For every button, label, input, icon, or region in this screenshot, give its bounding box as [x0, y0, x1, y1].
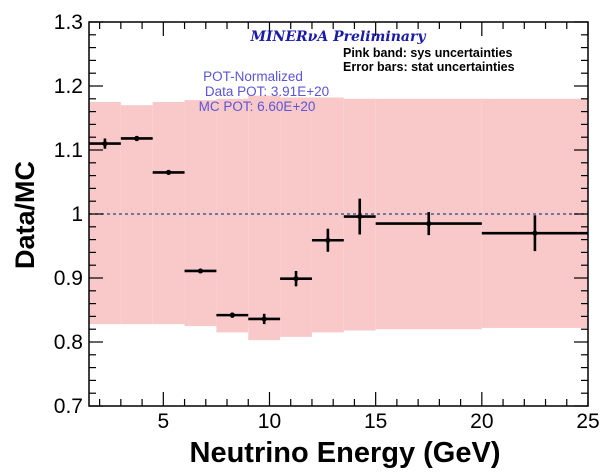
x-tick-label: 25: [576, 410, 599, 433]
data-marker: [426, 221, 432, 227]
x-tick-label: 15: [364, 410, 387, 433]
tick-labels-layer: 0.7 0.8 0.9 1 1.1 1.2 1.3 5 10 15 20 25: [54, 11, 600, 433]
sys-band-bin-2: [152, 102, 185, 325]
data-marker: [532, 230, 538, 236]
y-tick-label: 0.8: [54, 331, 83, 354]
sys-band-bin-4: [216, 98, 249, 333]
y-tick-label: 1.1: [54, 139, 83, 162]
y-tick-label: 1.2: [54, 75, 83, 98]
data-point-1: [120, 135, 153, 142]
x-tick-label: 20: [470, 410, 493, 433]
data-point-9: [375, 212, 482, 236]
data-point-7: [311, 228, 344, 252]
data-marker: [229, 312, 235, 318]
data-point-6: [280, 270, 312, 287]
data-point-2: [152, 169, 185, 175]
x-tick-label: 5: [157, 410, 169, 433]
y-tick-label: 1.3: [54, 11, 83, 34]
sys-band-bin-3: [184, 100, 217, 326]
pot-normalized-label: POT-Normalized: [203, 69, 303, 84]
data-marker: [102, 141, 108, 147]
data-point-3: [184, 268, 217, 274]
y-axis-title: Data/MC: [10, 161, 40, 269]
data-points-layer: [89, 135, 588, 325]
sys-band-bin-7: [311, 97, 344, 333]
data-marker: [261, 316, 267, 322]
data-marker: [325, 237, 331, 243]
data-pot-label: Data POT: 3.91E+20: [205, 84, 329, 99]
x-tick-label: 10: [258, 410, 281, 433]
data-point-5: [248, 313, 281, 325]
sys-band-bin-6: [280, 97, 312, 337]
axis-ticks-layer: [89, 21, 589, 407]
data-marker: [197, 268, 204, 274]
data-point-10: [481, 215, 588, 252]
sys-band-bin-5: [248, 95, 281, 341]
data-point-0: [89, 138, 121, 149]
data-point-4: [216, 312, 249, 318]
data-marker: [293, 276, 299, 282]
sys-band-note: Pink band: sys uncertainties: [343, 46, 513, 60]
stat-error-note: Error bars: stat uncertainties: [343, 60, 515, 74]
y-tick-label: 0.9: [54, 267, 83, 290]
data-point-8: [343, 198, 376, 235]
x-axis-title: Neutrino Energy (GeV): [190, 437, 501, 469]
mc-pot-label: MC POT: 6.60E+20: [199, 99, 316, 114]
data-marker: [134, 135, 140, 142]
chart-title: MINERνA Preliminary: [250, 29, 427, 45]
y-tick-label: 0.7: [54, 395, 83, 418]
data-marker: [166, 169, 172, 175]
y-tick-label: 1: [71, 203, 83, 226]
data-marker: [357, 213, 363, 220]
sys-band-layer: [89, 95, 588, 341]
